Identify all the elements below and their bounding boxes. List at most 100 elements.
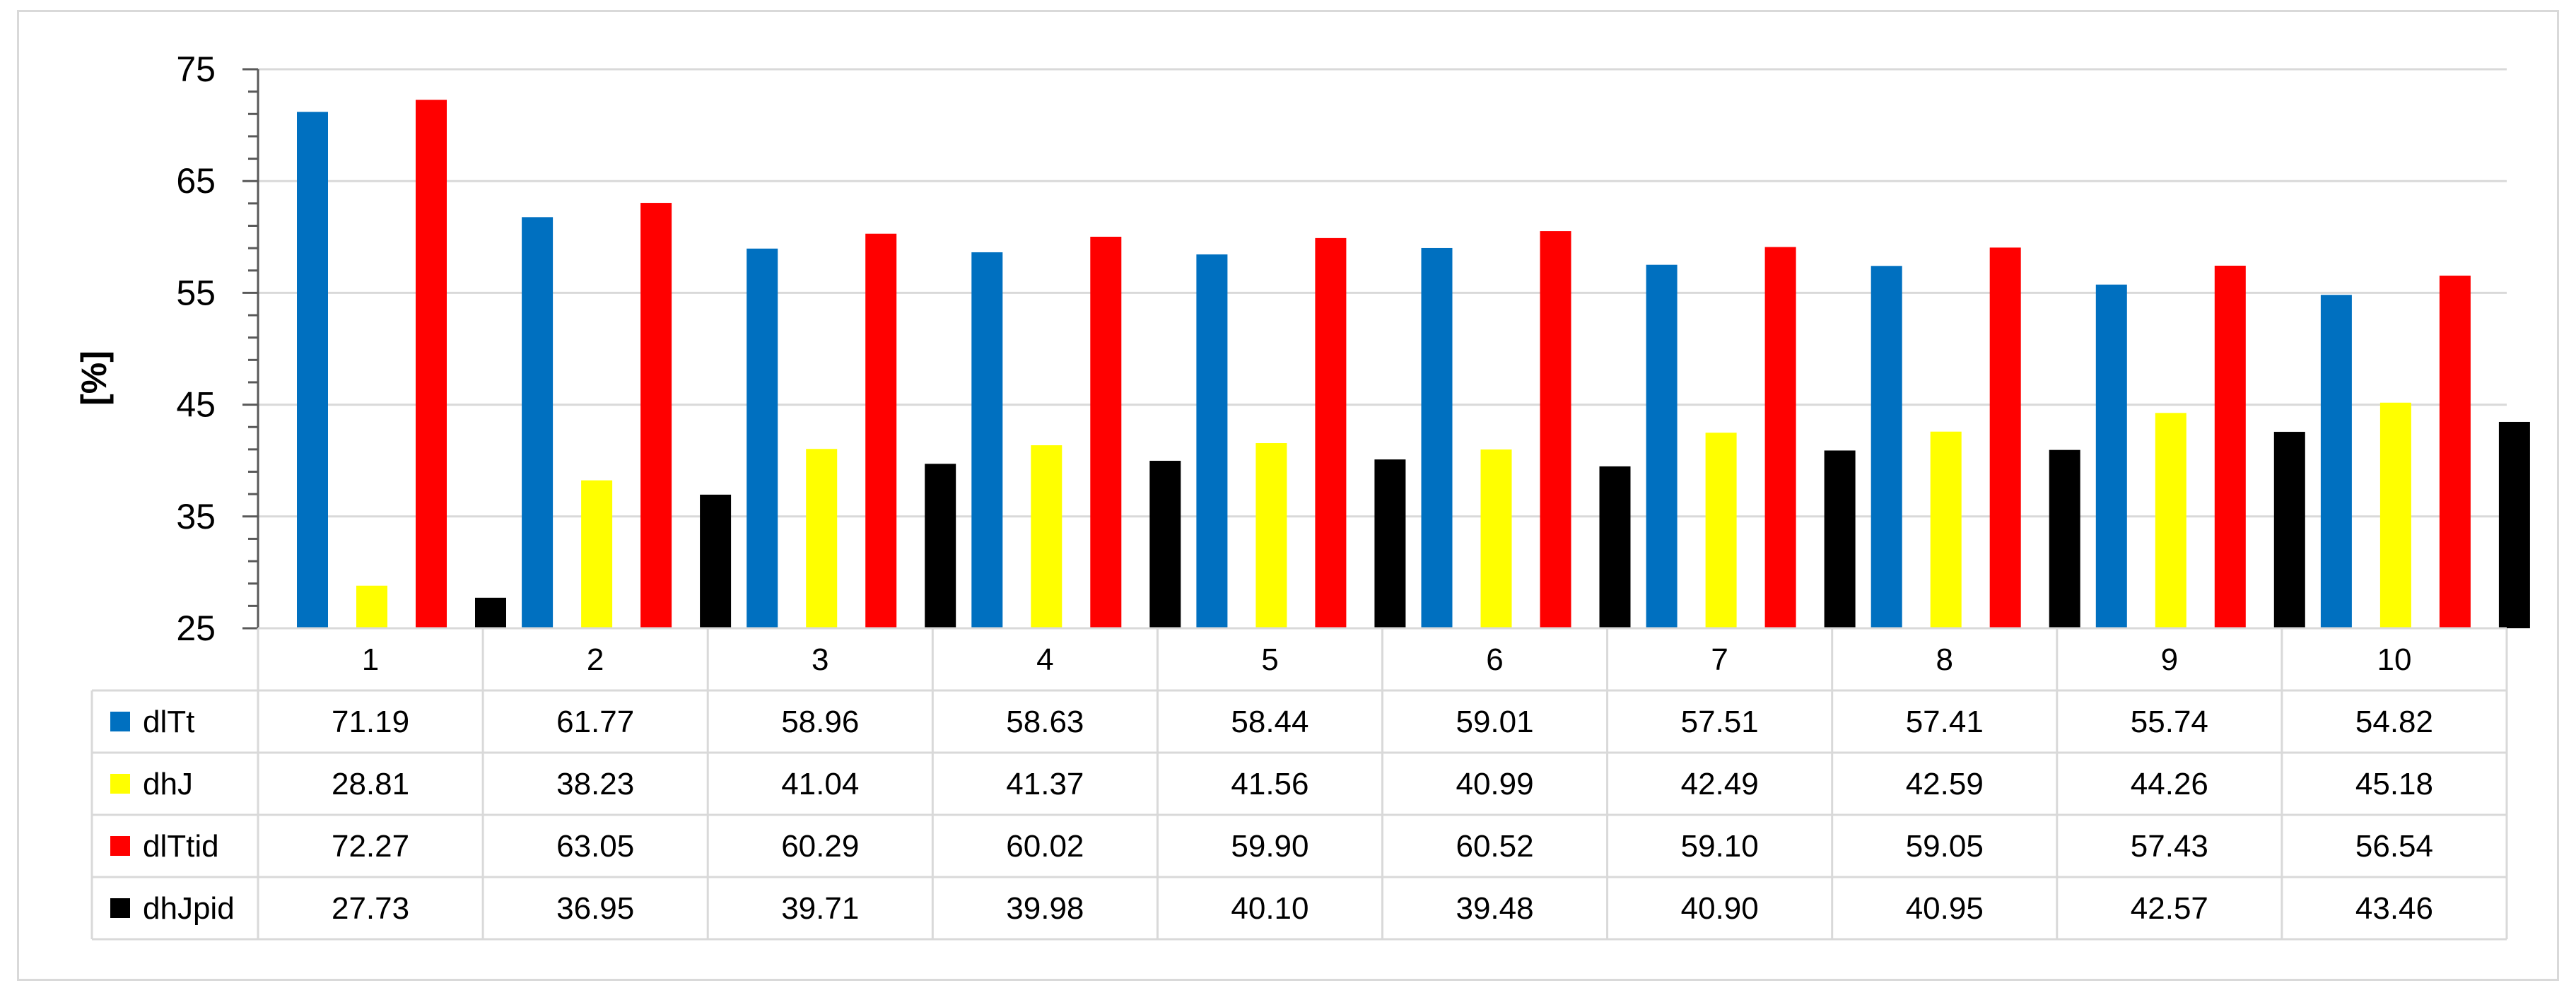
data-label: 41.37 <box>1006 767 1084 801</box>
data-table: 1 2 3 4 5 6 7 8 9 10 dlTt 71.19 61.77 58.96 58.63 58.44… <box>90 627 2508 941</box>
data-label: 72.27 <box>332 829 409 864</box>
bar-dlTtid-9 <box>2214 265 2246 628</box>
bar-dhJ-9 <box>2155 413 2186 628</box>
data-label: 41.56 <box>1231 767 1309 801</box>
legend-key-dhJpid <box>110 898 130 918</box>
bar-dhJ-1 <box>356 585 387 628</box>
bar-dlTtid-1 <box>416 100 447 628</box>
bar-dhJpid-5 <box>1374 459 1406 628</box>
x-tick-label: 7 <box>1711 642 1728 677</box>
x-tick-label: 4 <box>1036 642 1053 677</box>
data-label: 42.59 <box>1906 767 1984 801</box>
x-tick-label: 3 <box>812 642 829 677</box>
x-tick-label: 5 <box>1261 642 1278 677</box>
legend-key-dlTt <box>110 712 130 731</box>
data-label: 42.49 <box>1681 767 1759 801</box>
x-tick-label: 8 <box>1936 642 1953 677</box>
bar-dlTt-10 <box>2320 295 2352 628</box>
bar-dlTt-7 <box>1646 264 1678 629</box>
bar-dhJ-4 <box>1031 445 1062 628</box>
legend-label: dlTt <box>143 705 194 739</box>
y-tick-label: 45 <box>176 385 216 425</box>
legend-key-dhJ <box>110 774 130 794</box>
bar-dlTt-6 <box>1421 247 1453 628</box>
bar-dhJ-3 <box>806 449 838 628</box>
bar-dhJ-6 <box>1480 449 1512 628</box>
data-label: 59.90 <box>1231 829 1309 864</box>
data-label: 39.98 <box>1006 891 1084 926</box>
bars <box>297 100 2530 629</box>
legend-key-dlTtid <box>110 836 130 856</box>
data-label: 44.26 <box>2131 767 2208 801</box>
bar-dlTtid-5 <box>1315 237 1347 629</box>
legend-label: dhJpid <box>143 891 235 926</box>
bar-dhJ-7 <box>1705 433 1737 628</box>
x-tick-label: 1 <box>362 642 379 677</box>
data-label: 71.19 <box>332 705 409 739</box>
bar-dhJ-2 <box>581 480 613 628</box>
bar-dhJ-5 <box>1255 443 1287 628</box>
data-label: 43.46 <box>2355 891 2433 926</box>
bar-dhJpid-9 <box>2273 432 2305 628</box>
bar-dlTtid-7 <box>1764 247 1796 629</box>
data-label: 58.44 <box>1231 705 1309 739</box>
data-label: 28.81 <box>332 767 409 801</box>
data-label: 40.10 <box>1231 891 1309 926</box>
bar-dlTt-1 <box>297 112 328 629</box>
data-label: 57.51 <box>1681 705 1759 739</box>
bar-dhJ-8 <box>1930 431 1962 628</box>
bar-dhJ-10 <box>2379 402 2411 628</box>
data-label: 57.43 <box>2131 829 2208 864</box>
bar-dhJpid-1 <box>475 597 506 628</box>
data-label: 59.01 <box>1456 705 1533 739</box>
data-label: 40.90 <box>1681 891 1759 926</box>
y-axis: 25 35 45 55 65 75 <box>176 49 259 648</box>
bar-dhJpid-3 <box>925 464 956 628</box>
bar-dlTt-4 <box>971 252 1003 628</box>
x-tick-label: 2 <box>587 642 604 677</box>
chart-frame <box>17 10 2559 981</box>
bar-dlTtid-6 <box>1540 231 1571 628</box>
bar-dlTtid-4 <box>1090 236 1122 628</box>
bar-dhJpid-7 <box>1824 450 1856 628</box>
bar-dlTtid-10 <box>2439 276 2471 628</box>
data-label: 58.96 <box>781 705 859 739</box>
y-tick-label: 55 <box>176 273 216 312</box>
bar-dhJpid-6 <box>1599 466 1631 628</box>
bar-dlTt-2 <box>522 217 554 629</box>
data-label: 61.77 <box>556 705 634 739</box>
data-label: 59.10 <box>1681 829 1759 864</box>
data-label: 60.29 <box>781 829 859 864</box>
y-tick-label: 25 <box>176 608 216 648</box>
data-label: 40.95 <box>1906 891 1984 926</box>
data-label: 55.74 <box>2131 705 2208 739</box>
data-label: 45.18 <box>2355 767 2433 801</box>
data-label: 63.05 <box>556 829 634 864</box>
bar-dhJpid-4 <box>1149 461 1181 628</box>
bar-dhJpid-8 <box>2049 449 2080 628</box>
legend-label: dhJ <box>143 767 193 801</box>
data-label: 57.41 <box>1906 705 1984 739</box>
bar-dhJpid-2 <box>700 494 732 628</box>
bar-dlTt-8 <box>1870 266 1902 628</box>
data-label: 60.52 <box>1456 829 1533 864</box>
legend-label: dlTtid <box>143 829 219 864</box>
data-label: 42.57 <box>2131 891 2208 926</box>
x-tick-label: 6 <box>1486 642 1503 677</box>
data-label: 41.04 <box>781 767 859 801</box>
bar-dlTtid-8 <box>1989 247 2021 629</box>
data-label: 58.63 <box>1006 705 1084 739</box>
data-label: 39.71 <box>781 891 859 926</box>
data-label: 40.99 <box>1456 767 1533 801</box>
bar-dlTt-9 <box>2095 284 2127 628</box>
y-tick-label: 75 <box>176 49 216 89</box>
data-label: 54.82 <box>2355 705 2433 739</box>
bar-dhJpid-10 <box>2498 421 2530 628</box>
bar-dlTt-5 <box>1196 254 1228 628</box>
y-tick-label: 65 <box>176 161 216 201</box>
gridlines <box>258 68 2507 518</box>
data-label: 27.73 <box>332 891 409 926</box>
bar-dlTt-3 <box>747 248 778 628</box>
data-label: 39.48 <box>1456 891 1533 926</box>
